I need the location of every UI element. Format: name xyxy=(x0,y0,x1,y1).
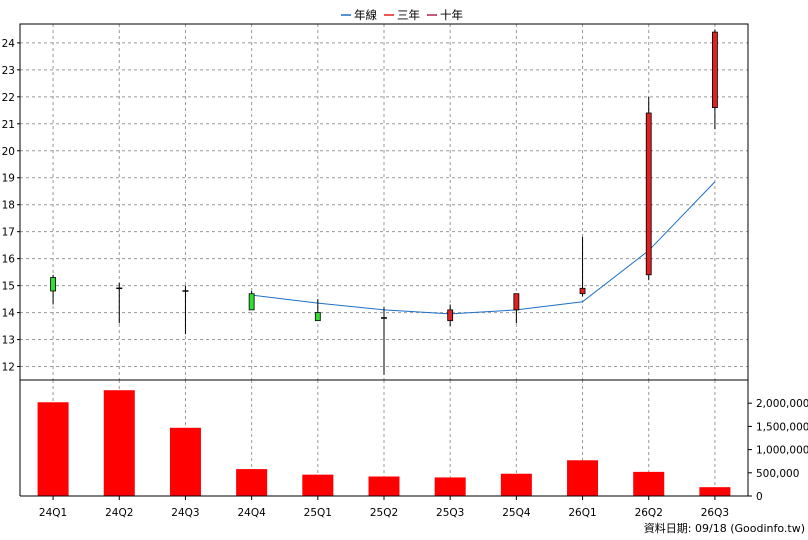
price-tick-label-8: 20 xyxy=(2,146,15,158)
candle-body xyxy=(513,293,520,311)
candle-body xyxy=(579,287,586,295)
candle-25Q1 xyxy=(314,299,321,322)
ma-line-group xyxy=(251,181,716,315)
ma-line-0 xyxy=(251,181,716,315)
price-tick-label-6: 18 xyxy=(2,200,15,212)
candle-25Q2 xyxy=(381,307,387,375)
volume-axis-ticks: 0 500,000 1,000,000 1,500,000 2,000,000 xyxy=(748,398,808,503)
volume-tick-label-0: 0 xyxy=(756,491,763,503)
candle-body xyxy=(645,112,652,276)
volume-bars xyxy=(37,390,731,496)
volume-bar-24Q2 xyxy=(103,390,135,496)
volume-tick-label-4: 2,000,000 xyxy=(756,398,808,410)
candle-body xyxy=(50,277,56,292)
volume-tick-label-1: 500,000 xyxy=(756,468,799,480)
price-tick-label-3: 15 xyxy=(2,281,15,293)
price-tick-label-9: 21 xyxy=(2,119,15,131)
candle-body xyxy=(248,293,255,311)
price-tick-label-2: 14 xyxy=(2,308,16,320)
x-tick-label-24Q2: 24Q2 xyxy=(105,507,133,519)
volume-bar-24Q1 xyxy=(37,402,69,496)
candle-body xyxy=(314,312,321,322)
price-tick-label-7: 19 xyxy=(2,173,15,185)
volume-bar-26Q2 xyxy=(633,471,665,496)
candle-24Q3 xyxy=(182,285,189,335)
volume-tick-label-3: 1,500,000 xyxy=(756,421,808,433)
candle-body xyxy=(447,309,454,322)
x-tick-label-24Q4: 24Q4 xyxy=(237,507,266,519)
candle-24Q1 xyxy=(50,274,56,305)
volume-bar-26Q3 xyxy=(699,487,731,496)
x-tick-label-25Q4: 25Q4 xyxy=(502,507,531,519)
volume-bar-25Q2 xyxy=(368,476,400,496)
legend-label-0: 年線 xyxy=(354,8,377,22)
candle-25Q4 xyxy=(513,293,520,324)
volume-bar-26Q1 xyxy=(567,460,599,496)
volume-bar-25Q3 xyxy=(434,477,466,496)
candle-24Q2 xyxy=(116,282,123,324)
x-tick-label-25Q2: 25Q2 xyxy=(370,507,398,519)
x-tick-label-25Q1: 25Q1 xyxy=(304,507,332,519)
candle-26Q1 xyxy=(579,237,586,297)
volume-bar-24Q4 xyxy=(236,469,268,496)
x-axis-ticks: 24Q1 24Q2 24Q3 24Q4 25Q1 25Q2 25Q3 25Q4 26Q1 26Q2… xyxy=(39,496,729,519)
price-plot-frame xyxy=(19,23,749,381)
price-axis-ticks: 12 13 14 15 16 17 18 19 20 21 22 23 24 xyxy=(2,38,20,374)
chart-legend: 年線 三年 十年 xyxy=(341,8,463,22)
x-tick-label-24Q1: 24Q1 xyxy=(39,507,67,519)
candle-body xyxy=(712,31,718,109)
volume-bar-25Q1 xyxy=(302,474,334,496)
candle-26Q3 xyxy=(712,29,718,130)
x-tick-label-26Q3: 26Q3 xyxy=(701,507,729,519)
x-tick-label-26Q2: 26Q2 xyxy=(635,507,663,519)
x-tick-label-25Q3: 25Q3 xyxy=(436,507,464,519)
candle-26Q2 xyxy=(645,96,652,281)
price-tick-label-10: 22 xyxy=(2,92,15,104)
price-tick-label-1: 13 xyxy=(2,335,15,347)
legend-label-1: 三年 xyxy=(397,8,420,22)
price-tick-label-4: 16 xyxy=(2,254,16,266)
x-tick-label-26Q1: 26Q1 xyxy=(568,507,596,519)
volume-bar-24Q3 xyxy=(169,427,201,496)
candle-24Q4 xyxy=(248,291,255,311)
price-tick-label-0: 12 xyxy=(2,362,15,374)
candle-25Q3 xyxy=(447,304,454,327)
legend-label-2: 十年 xyxy=(440,8,463,22)
price-tick-label-12: 24 xyxy=(2,38,16,50)
candlesticks xyxy=(50,29,718,375)
volume-bar-25Q4 xyxy=(500,473,532,496)
x-tick-label-24Q3: 24Q3 xyxy=(171,507,199,519)
price-tick-label-5: 17 xyxy=(2,227,15,239)
price-tick-label-11: 23 xyxy=(2,65,15,77)
data-date-note: 資料日期: 09/18 (Goodinfo.tw) xyxy=(644,521,805,535)
volume-tick-label-2: 1,000,000 xyxy=(756,445,808,457)
